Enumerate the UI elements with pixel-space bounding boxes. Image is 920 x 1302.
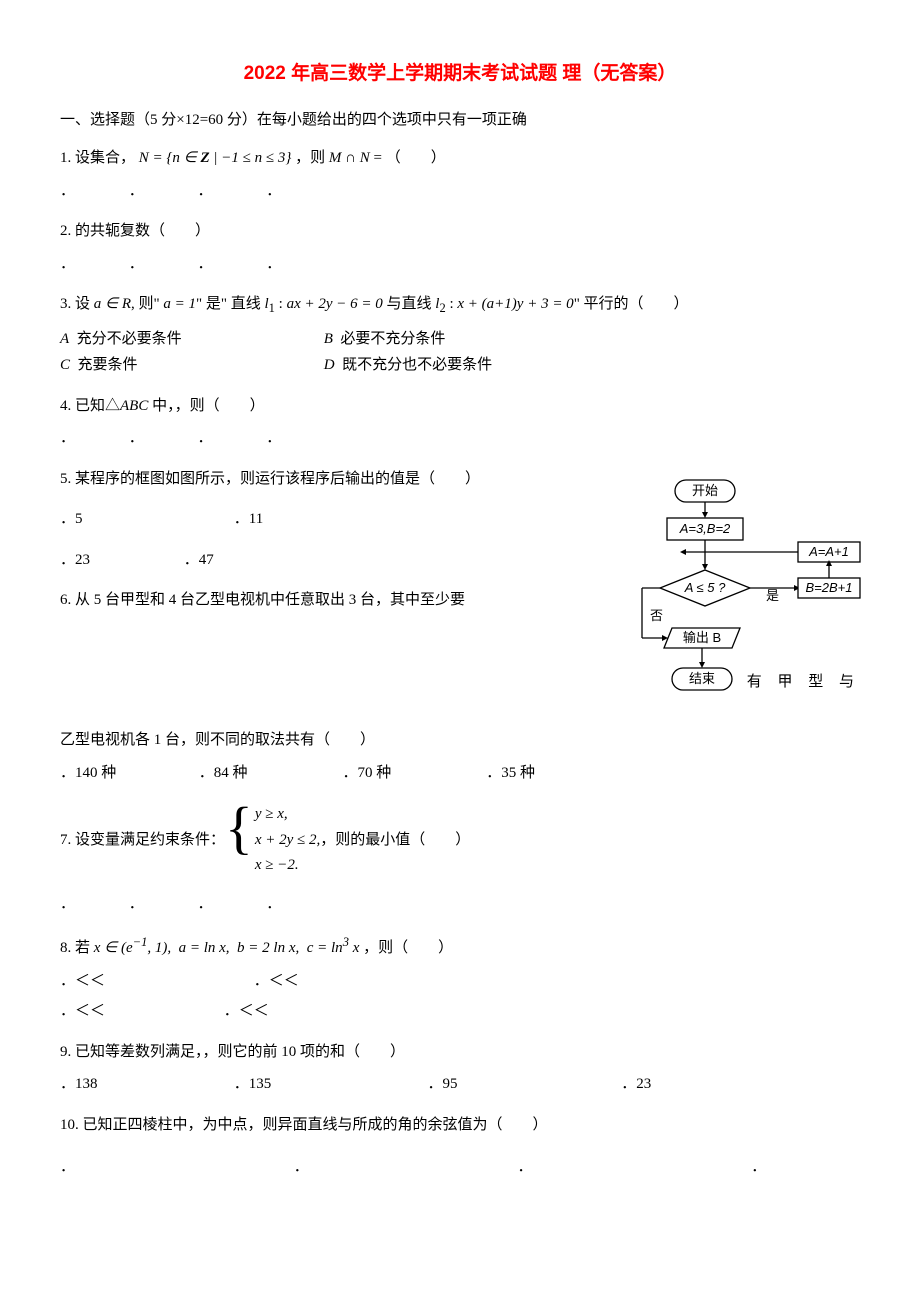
question-7: 7. 设变量满足约束条件： { y ≥ x, x + 2y ≤ 2, x ≥ −…	[60, 802, 860, 915]
q4-opt-c: ．	[198, 427, 213, 450]
question-3: 3. 设 a ∈ R, 则" a = 1" 是" 直线 l1 : ax + 2y…	[60, 293, 860, 377]
q5-opt-c: ．23	[60, 549, 180, 572]
q7-system: { y ≥ x, x + 2y ≤ 2, x ≥ −2.	[225, 802, 320, 879]
q2-opt-c: ．	[198, 253, 213, 276]
q2-options: ． ． ． ．	[60, 253, 860, 276]
question-1: 1. 设集合， N = {n ∈ Z | −1 ≤ n ≤ 3} ，则 M ∩ …	[60, 147, 860, 202]
q5-text: 5. 某程序的框图如图所示，则运行该程序后输出的值是（ ）	[60, 468, 610, 491]
q7-prefix: 7. 设变量满足约束条件：	[60, 829, 225, 852]
question-5: 5. 某程序的框图如图所示，则运行该程序后输出的值是（ ） ．5 ．11 ．23…	[60, 468, 610, 572]
q4-opt-b: ．	[129, 427, 144, 450]
q4-opt-d: ．	[266, 427, 281, 450]
page-title: 2022 年高三数学上学期期末考试试题 理（无答案）	[60, 60, 860, 89]
q6-line1-left: 6. 从 5 台甲型和 4 台乙型电视机中任意取出 3 台，其中至少要	[60, 589, 610, 612]
question-6b: 乙型电视机各 1 台，则不同的取法共有（ ） ．140 种 ．84 种 ．70 …	[60, 729, 860, 784]
q5-opt-a: ．5	[60, 508, 230, 531]
svg-text:是: 是	[766, 588, 779, 603]
q9-text: 9. 已知等差数列满足，，则它的前 10 项的和（ ）	[60, 1041, 860, 1064]
question-10: 10. 已知正四棱柱中，为中点，则异面直线与所成的角的余弦值为（ ） ． ． ．…	[60, 1114, 860, 1179]
svg-text:A ≤ 5 ?: A ≤ 5 ?	[684, 580, 726, 595]
q6-opt-b: ．84 种	[199, 762, 289, 785]
svg-text:B=2B+1: B=2B+1	[806, 580, 853, 595]
q2-text: 2. 的共轭复数（ ）	[60, 220, 860, 243]
q8-opt-c: ．＜＜	[60, 1000, 220, 1023]
q3-opt-b: B 必要不充分条件	[324, 331, 446, 347]
q9-opt-c: ．95	[428, 1073, 568, 1096]
q5-opt-b: ．11	[234, 511, 263, 527]
q7-c2: x + 2y ≤ 2,	[255, 828, 320, 854]
question-4: 4. 已知△ABC 中，，则（ ） ． ． ． ．	[60, 395, 860, 450]
svg-text:开始: 开始	[692, 483, 718, 498]
q7-opt-b: ．	[129, 893, 144, 916]
q10-text: 10. 已知正四棱柱中，为中点，则异面直线与所成的角的余弦值为（ ）	[60, 1114, 860, 1137]
question-2: 2. 的共轭复数（ ） ． ． ． ．	[60, 220, 860, 275]
q4-options: ． ． ． ．	[60, 427, 860, 450]
q6-opt-c: ．70 种	[343, 762, 433, 785]
svg-text:否: 否	[650, 608, 663, 623]
q8-opt-d: ．＜＜	[224, 1003, 269, 1019]
svg-text:结束: 结束	[689, 671, 715, 686]
section-header: 一、选择题（5 分×12=60 分）在每小题给出的四个选项中只有一项正确	[60, 109, 860, 132]
q7-opt-c: ．	[198, 893, 213, 916]
q2-opt-b: ．	[129, 253, 144, 276]
q6-opt-a: ．140 种	[60, 762, 145, 785]
q1-prefix: 1. 设集合，	[60, 150, 135, 166]
svg-text:输出 B: 输出 B	[683, 630, 721, 645]
q9-opt-b: ．135	[234, 1073, 374, 1096]
q1-opt-d: ．	[266, 180, 281, 203]
q3-opt-a: A 充分不必要条件	[60, 328, 320, 351]
question-6: 6. 从 5 台甲型和 4 台乙型电视机中任意取出 3 台，其中至少要	[60, 589, 610, 622]
question-9: 9. 已知等差数列满足，，则它的前 10 项的和（ ） ．138 ．135 ．9…	[60, 1041, 860, 1096]
q5-opt-d: ．47	[184, 552, 214, 568]
q8-opt-a: ．＜＜	[60, 970, 250, 993]
svg-text:A=3,B=2: A=3,B=2	[679, 521, 731, 536]
q8-opt-b: ．＜＜	[254, 973, 299, 989]
q9-opt-d: ．23	[621, 1073, 651, 1096]
q7-c1: y ≥ x,	[255, 802, 320, 828]
q9-opt-a: ．138	[60, 1073, 180, 1096]
q3-opt-d: D 既不充分也不必要条件	[324, 357, 492, 373]
q10-opt-d: ．	[751, 1156, 766, 1179]
q1-suffix: ，则 M ∩ N = （ ）	[295, 150, 446, 166]
q1-options: ． ． ． ．	[60, 180, 860, 203]
q7-suffix: ，则的最小值（ ）	[320, 829, 470, 852]
q1-math: N = {n ∈ Z | −1 ≤ n ≤ 3}	[139, 150, 292, 166]
q2-opt-d: ．	[266, 253, 281, 276]
q10-opt-a: ．	[60, 1156, 240, 1179]
q4-opt-a: ．	[60, 427, 75, 450]
q3-text: 3. 设 a ∈ R, 则" a = 1" 是" 直线 l1 : ax + 2y…	[60, 293, 860, 318]
q4-text: 4. 已知△ABC 中，，则（ ）	[60, 395, 860, 418]
q1-opt-b: ．	[129, 180, 144, 203]
q7-opt-d: ．	[266, 893, 281, 916]
q6-line2: 乙型电视机各 1 台，则不同的取法共有（ ）	[60, 729, 860, 752]
q1-opt-a: ．	[60, 180, 75, 203]
question-8: 8. 若 x ∈ (e−1, 1), a = ln x, b = 2 ln x,…	[60, 933, 860, 1023]
q6-opt-d: ．35 种	[486, 762, 535, 785]
q3-opt-c: C 充要条件	[60, 354, 320, 377]
q10-opt-b: ．	[294, 1156, 464, 1179]
q10-opt-c: ．	[518, 1156, 698, 1179]
svg-text:A=A+1: A=A+1	[808, 544, 849, 559]
q2-opt-a: ．	[60, 253, 75, 276]
q7-c3: x ≥ −2.	[255, 853, 320, 879]
q8-text: 8. 若 x ∈ (e−1, 1), a = ln x, b = 2 ln x,…	[60, 933, 860, 960]
q7-opt-a: ．	[60, 893, 75, 916]
q1-opt-c: ．	[198, 180, 213, 203]
